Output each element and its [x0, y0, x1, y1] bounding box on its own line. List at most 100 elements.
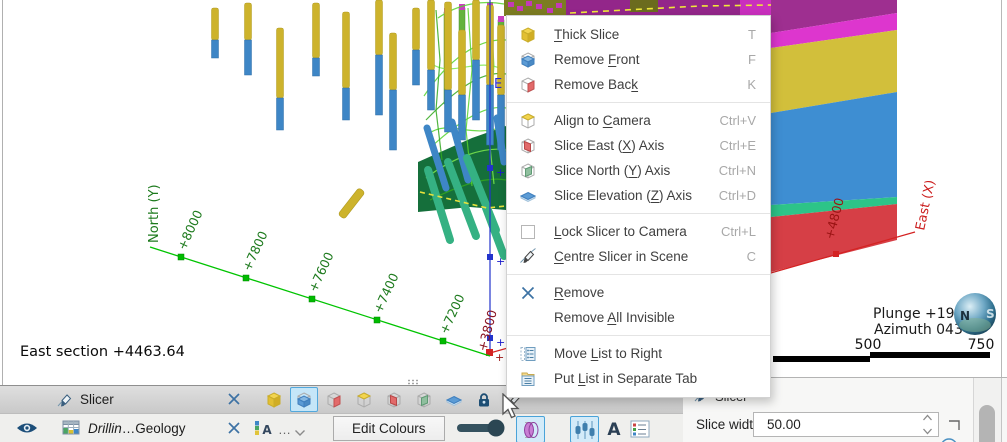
edit-colours-button[interactable]: Edit Colours [333, 416, 445, 441]
compass-globe[interactable]: N S [954, 293, 996, 335]
menu-item-move-list-to-right[interactable]: Move List to Right [507, 341, 770, 366]
azimuth-label: Azimuth 043 [874, 322, 963, 338]
corner-bracket-icon [947, 418, 963, 437]
compass-n: N [960, 309, 970, 323]
opacity-slider[interactable] [456, 418, 508, 442]
menu-item-centre-slicer-in-scene[interactable]: Centre Slicer in Scene C [507, 244, 770, 269]
thick-slice-icon [519, 26, 543, 44]
svg-text:A: A [607, 420, 621, 440]
svg-text:A: A [262, 423, 272, 437]
text-labels-toggle[interactable]: A [600, 416, 627, 441]
move-list-icon [519, 345, 543, 363]
panel-edge [1001, 378, 1002, 442]
drillhole-caps [508, 1, 562, 13]
3d-scene-viewport[interactable]: +4800 East (X) + + + E +3800 + +8000 +780… [0, 0, 1007, 385]
drillhole-table-icon [62, 420, 80, 441]
partial-circle-icon [937, 433, 961, 442]
section-status-label: East section +4463.64 [20, 344, 185, 360]
drillholes [211, 0, 508, 260]
olive-patch [630, 0, 658, 12]
menu-separator [507, 274, 770, 275]
menu-item-put-list-in-separate-tab[interactable]: Put List in Separate Tab [507, 366, 770, 391]
slicer-icon [56, 391, 74, 414]
menu-item-shortcut: T [748, 27, 756, 42]
remove-slicer-button[interactable] [226, 391, 242, 412]
remove-back-icon [519, 76, 543, 94]
tool-lock[interactable] [470, 387, 498, 412]
visibility-eye-icon[interactable] [16, 420, 38, 441]
menu-item-label: Remove Front [554, 52, 640, 67]
scrollbar-thumb[interactable] [979, 405, 995, 442]
svg-text:+: + [496, 166, 505, 179]
menu-item-label: Remove [554, 285, 605, 300]
menu-item-remove-back[interactable]: Remove Back K [507, 72, 770, 97]
cylinder-display-toggle[interactable] [516, 416, 545, 442]
scale-tick-500: 500 [855, 337, 882, 353]
remove-x-icon [519, 284, 543, 302]
shape-list-panel: Slicer Drillin…Geology [0, 385, 683, 442]
remove-layer-button[interactable] [226, 420, 242, 441]
svg-text:+: + [496, 336, 505, 349]
slice-width-input[interactable] [753, 412, 939, 437]
menu-item-label: Lock Slicer to Camera [554, 224, 687, 239]
menu-item-shortcut: Ctrl+V [719, 113, 756, 128]
tool-slice-elevation[interactable] [440, 387, 468, 412]
chevron-down-icon[interactable] [294, 424, 306, 442]
menu-item-shortcut: Ctrl+L [720, 224, 756, 239]
layer-name-italic: Drillin [88, 421, 122, 436]
elev-axis-label: E [494, 77, 502, 92]
tool-align-camera[interactable] [350, 387, 378, 412]
menu-item-slice-north-y-axis[interactable]: Slice North (Y) Axis Ctrl+N [507, 158, 770, 183]
cross-section [771, 0, 897, 272]
legend-toggle[interactable] [626, 416, 653, 441]
menu-item-shortcut: Ctrl+D [718, 188, 756, 203]
splitter-grip[interactable] [408, 379, 418, 385]
remove-front-icon [519, 51, 543, 69]
menu-item-align-to-camera[interactable]: Align to Camera Ctrl+V [507, 108, 770, 133]
align-camera-icon [519, 112, 543, 130]
slice-north-icon [519, 162, 543, 180]
menu-item-label: Thick Slice [554, 27, 620, 42]
svg-text:+: + [495, 351, 504, 364]
slicer-context-menu: Thick Slice T Remove Front F Remove Back K Ali… [506, 15, 771, 398]
colour-mode-icon[interactable]: A [253, 419, 275, 442]
menu-separator [507, 335, 770, 336]
tool-slice-east[interactable] [380, 387, 408, 412]
menu-item-label: Move List to Right [554, 346, 663, 361]
magenta-bright-patch [740, 0, 771, 16]
checkbox-icon [519, 223, 543, 241]
colour-mode-ellipsis: … [278, 422, 291, 437]
menu-item-shortcut: C [746, 249, 756, 264]
menu-item-slice-elevation-z-axis[interactable]: Slice Elevation (Z) Axis Ctrl+D [507, 183, 770, 208]
menu-item-shortcut: Ctrl+E [719, 138, 756, 153]
menu-item-thick-slice[interactable]: Thick Slice T [507, 22, 770, 47]
menu-item-remove[interactable]: Remove [507, 280, 770, 305]
tool-remove-back[interactable] [320, 387, 348, 412]
menu-item-remove-front[interactable]: Remove Front F [507, 47, 770, 72]
menu-item-label: Align to Camera [554, 113, 651, 128]
slice-east-icon [519, 137, 543, 155]
plunge-label: Plunge +19 [873, 306, 955, 322]
none-icon [519, 309, 543, 327]
menu-item-remove-all-invisible[interactable]: Remove All Invisible [507, 305, 770, 330]
tool-thick-slice[interactable] [260, 387, 288, 412]
menu-item-slice-east-x-axis[interactable]: Slice East (X) Axis Ctrl+E [507, 133, 770, 158]
menu-item-label: Put List in Separate Tab [554, 371, 698, 386]
scrollbar-track[interactable] [973, 378, 1002, 442]
menu-item-label: Centre Slicer in Scene [554, 249, 689, 264]
menu-item-label: Remove All Invisible [554, 310, 675, 325]
drillhole-layer-row[interactable]: Drillin…Geology A … Edit Colours [0, 414, 683, 442]
menu-item-label: Slice East (X) Axis [554, 138, 665, 153]
slice-width-spinner[interactable] [919, 414, 935, 435]
svg-text:+: + [496, 255, 505, 268]
layer-name-column: Geology [135, 421, 186, 436]
scale-bar: 500 750 [773, 337, 994, 362]
tool-slice-north[interactable] [410, 387, 438, 412]
interval-filter-toggle[interactable] [570, 416, 599, 442]
menu-separator [507, 213, 770, 214]
menu-item-lock-slicer-to-camera[interactable]: Lock Slicer to Camera Ctrl+L [507, 219, 770, 244]
tool-remove-front[interactable] [290, 387, 318, 412]
slice-intersection-dashed [419, 191, 507, 209]
menu-item-label: Slice Elevation (Z) Axis [554, 188, 693, 203]
